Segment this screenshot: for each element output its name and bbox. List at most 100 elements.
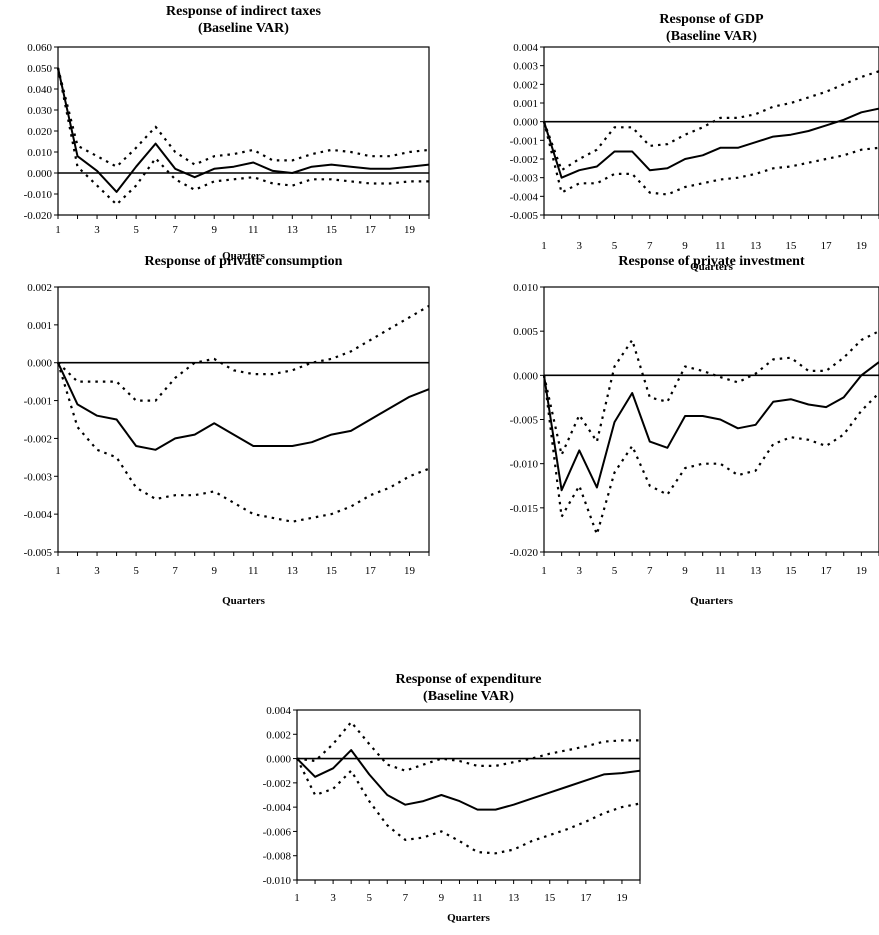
y-tick-label: 0.030 <box>27 105 52 117</box>
y-tick-label: -0.003 <box>510 173 539 185</box>
chart-3: Response of private consumption 0.002 0.00… <box>24 254 430 607</box>
y-tick-label: 0.040 <box>27 84 52 96</box>
x-tick-label: 11 <box>248 224 259 236</box>
chart-1: Response of indirect taxes (Baseline VAR)… <box>24 4 430 262</box>
x-tick-label: 1 <box>294 892 300 904</box>
x-tick-label: 13 <box>287 224 299 236</box>
y-tick-label: -0.001 <box>510 135 538 147</box>
x-axis-label: Quarters <box>222 595 265 607</box>
y-tick-label: 0.010 <box>513 282 538 294</box>
y-tick-label: -0.005 <box>510 415 539 427</box>
y-tick-label: -0.001 <box>24 396 52 408</box>
x-tick-label: 11 <box>248 565 259 577</box>
x-tick-label: 11 <box>472 892 483 904</box>
response-line <box>57 67 430 193</box>
y-tick-label: -0.008 <box>263 851 292 863</box>
x-tick-label: 5 <box>133 224 139 236</box>
y-tick-label: -0.020 <box>24 210 53 222</box>
response-line <box>57 362 430 451</box>
y-tick-label: 0.020 <box>27 126 52 138</box>
chart-subtitle: (Baseline VAR) <box>666 29 757 44</box>
x-tick-label: 17 <box>365 224 377 236</box>
y-tick-label: 0.000 <box>27 358 52 370</box>
x-tick-label: 19 <box>856 565 868 577</box>
x-tick-label: 3 <box>94 565 100 577</box>
y-tick-label: 0.002 <box>27 282 52 294</box>
x-tick-label: 19 <box>404 224 416 236</box>
x-tick-label: 5 <box>612 565 618 577</box>
chart-title: Response of expenditure <box>396 672 542 687</box>
x-tick-label: 7 <box>647 565 653 577</box>
x-tick-label: 3 <box>577 565 583 577</box>
plot-frame <box>57 286 430 553</box>
chart-title: Response of private investment <box>618 254 805 269</box>
x-tick-label: 3 <box>94 224 100 236</box>
plot-frame <box>296 709 641 881</box>
x-tick-label: 7 <box>172 224 178 236</box>
y-tick-label: -0.004 <box>24 509 53 521</box>
lower-band-line <box>542 121 879 196</box>
chart-subtitle: (Baseline VAR) <box>423 689 514 704</box>
x-tick-label: 15 <box>544 892 556 904</box>
chart-subtitle: (Baseline VAR) <box>198 21 289 36</box>
x-tick-label: 1 <box>541 240 547 252</box>
y-tick-label: -0.002 <box>24 433 52 445</box>
y-tick-label: 0.002 <box>513 79 538 91</box>
x-tick-label: 19 <box>856 240 868 252</box>
y-tick-label: 0.000 <box>27 168 52 180</box>
y-tick-label: 0.050 <box>27 63 52 75</box>
y-tick-label: -0.010 <box>510 459 539 471</box>
x-tick-label: 17 <box>821 240 833 252</box>
plot-frame <box>543 286 879 553</box>
y-tick-label: 0.003 <box>513 61 538 73</box>
x-tick-label: 11 <box>715 565 726 577</box>
x-tick-label: 13 <box>750 240 762 252</box>
y-tick-label: -0.006 <box>263 826 292 838</box>
x-tick-label: 3 <box>330 892 336 904</box>
upper-band-line <box>542 70 879 172</box>
x-tick-label: 19 <box>616 892 628 904</box>
x-tick-label: 7 <box>172 565 178 577</box>
x-tick-label: 17 <box>821 565 833 577</box>
x-tick-label: 13 <box>508 892 520 904</box>
x-tick-label: 13 <box>750 565 762 577</box>
x-tick-label: 15 <box>326 224 338 236</box>
upper-band-line <box>542 330 879 456</box>
y-tick-label: 0.004 <box>513 42 538 54</box>
x-tick-label: 5 <box>133 565 139 577</box>
x-axis-label: Quarters <box>690 261 733 273</box>
response-line <box>296 749 641 811</box>
y-tick-label: 0.000 <box>513 370 538 382</box>
response-line <box>543 107 879 179</box>
y-tick-label: -0.002 <box>510 154 538 166</box>
upper-band-line <box>57 304 430 402</box>
x-tick-label: 17 <box>365 565 377 577</box>
y-tick-label: -0.005 <box>510 210 539 222</box>
lower-band-line <box>296 758 641 855</box>
y-tick-label: 0.000 <box>266 754 291 766</box>
x-tick-label: 1 <box>55 224 61 236</box>
y-tick-label: -0.015 <box>510 503 539 515</box>
x-axis-label: Quarters <box>447 912 490 924</box>
y-tick-label: 0.000 <box>513 117 538 129</box>
chart-title: Response of GDP <box>659 12 764 27</box>
x-axis-label: Quarters <box>222 250 265 262</box>
chart-5: Response of expenditure (Baseline VAR) 0.0… <box>263 672 641 924</box>
x-tick-label: 17 <box>580 892 592 904</box>
x-tick-label: 15 <box>326 565 338 577</box>
x-tick-label: 7 <box>647 240 653 252</box>
y-tick-label: -0.004 <box>263 802 292 814</box>
x-tick-label: 9 <box>211 565 217 577</box>
x-tick-label: 15 <box>785 565 797 577</box>
y-tick-label: -0.020 <box>510 547 539 559</box>
x-tick-label: 9 <box>682 240 688 252</box>
upper-band-line <box>56 67 430 168</box>
lower-band-line <box>56 67 429 206</box>
upper-band-line <box>296 720 640 772</box>
y-tick-label: -0.003 <box>24 471 53 483</box>
y-tick-label: 0.001 <box>513 98 538 110</box>
lower-band-line <box>56 362 430 523</box>
x-tick-label: 11 <box>715 240 726 252</box>
x-tick-label: 3 <box>577 240 583 252</box>
